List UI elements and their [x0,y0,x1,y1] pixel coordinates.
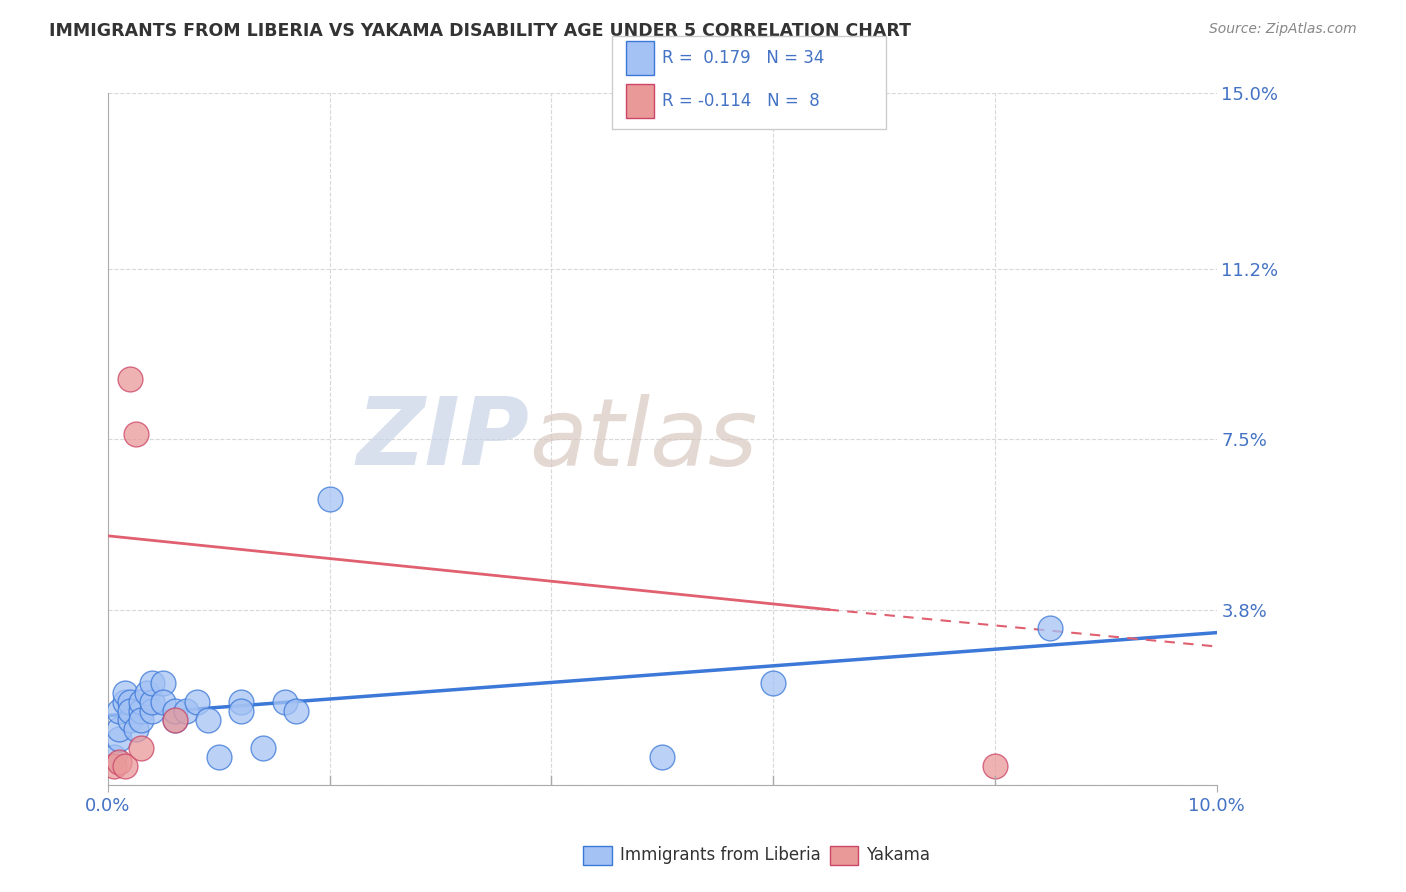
Point [125,723,148,737]
Point [129,713,152,727]
Point [129,704,152,718]
Point [125,427,148,442]
Point [163,713,186,727]
Text: atlas: atlas [529,393,758,484]
Point [103,750,125,764]
Point [141,695,163,709]
Point [108,755,131,769]
Text: Source: ZipAtlas.com: Source: ZipAtlas.com [1209,22,1357,37]
Point [1039,621,1062,635]
Point [114,685,136,699]
Point [274,695,297,709]
Point [129,695,152,709]
Point [208,750,231,764]
Text: R =  0.179   N = 34: R = 0.179 N = 34 [662,49,824,67]
Text: Immigrants from Liberia: Immigrants from Liberia [620,847,821,864]
Point [108,723,131,737]
Point [152,676,174,690]
Point [229,704,252,718]
Point [318,491,340,506]
Text: IMMIGRANTS FROM LIBERIA VS YAKAMA DISABILITY AGE UNDER 5 CORRELATION CHART: IMMIGRANTS FROM LIBERIA VS YAKAMA DISABI… [49,22,911,40]
Point [984,759,1007,773]
Point [141,676,163,690]
Point [186,695,208,709]
Point [129,740,152,755]
Point [229,695,252,709]
Point [120,713,142,727]
Point [120,704,142,718]
Text: Yakama: Yakama [866,847,931,864]
Point [651,750,673,764]
Point [103,759,125,773]
Point [141,704,163,718]
Point [762,676,785,690]
Text: R = -0.114   N =  8: R = -0.114 N = 8 [662,92,820,110]
Point [114,759,136,773]
Text: ZIP: ZIP [356,393,529,485]
Point [152,695,174,709]
Point [108,731,131,746]
Point [174,704,197,718]
Point [114,695,136,709]
Point [163,704,186,718]
Point [163,713,186,727]
Point [120,372,142,386]
Point [108,704,131,718]
Point [197,713,219,727]
Point [252,740,274,755]
Point [135,685,157,699]
Point [120,695,142,709]
Point [285,704,308,718]
